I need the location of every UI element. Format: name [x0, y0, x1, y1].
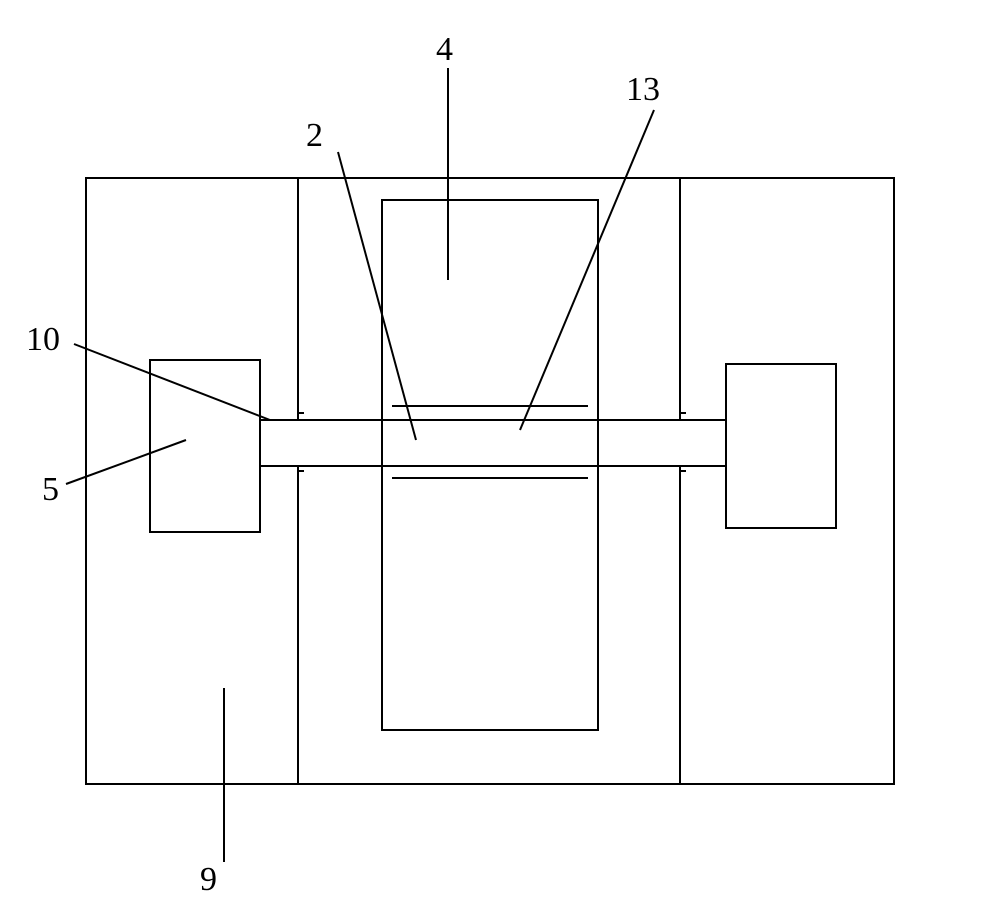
- right-block: [726, 364, 836, 528]
- label-l4: 4: [436, 31, 453, 68]
- label-l2: 2: [306, 117, 323, 154]
- label-l5: 5: [42, 471, 59, 508]
- left-block: [150, 360, 260, 532]
- cross-bar: [260, 420, 726, 466]
- label-l9: 9: [200, 861, 217, 898]
- label-l10: 10: [26, 321, 60, 358]
- label-l13: 13: [626, 71, 660, 108]
